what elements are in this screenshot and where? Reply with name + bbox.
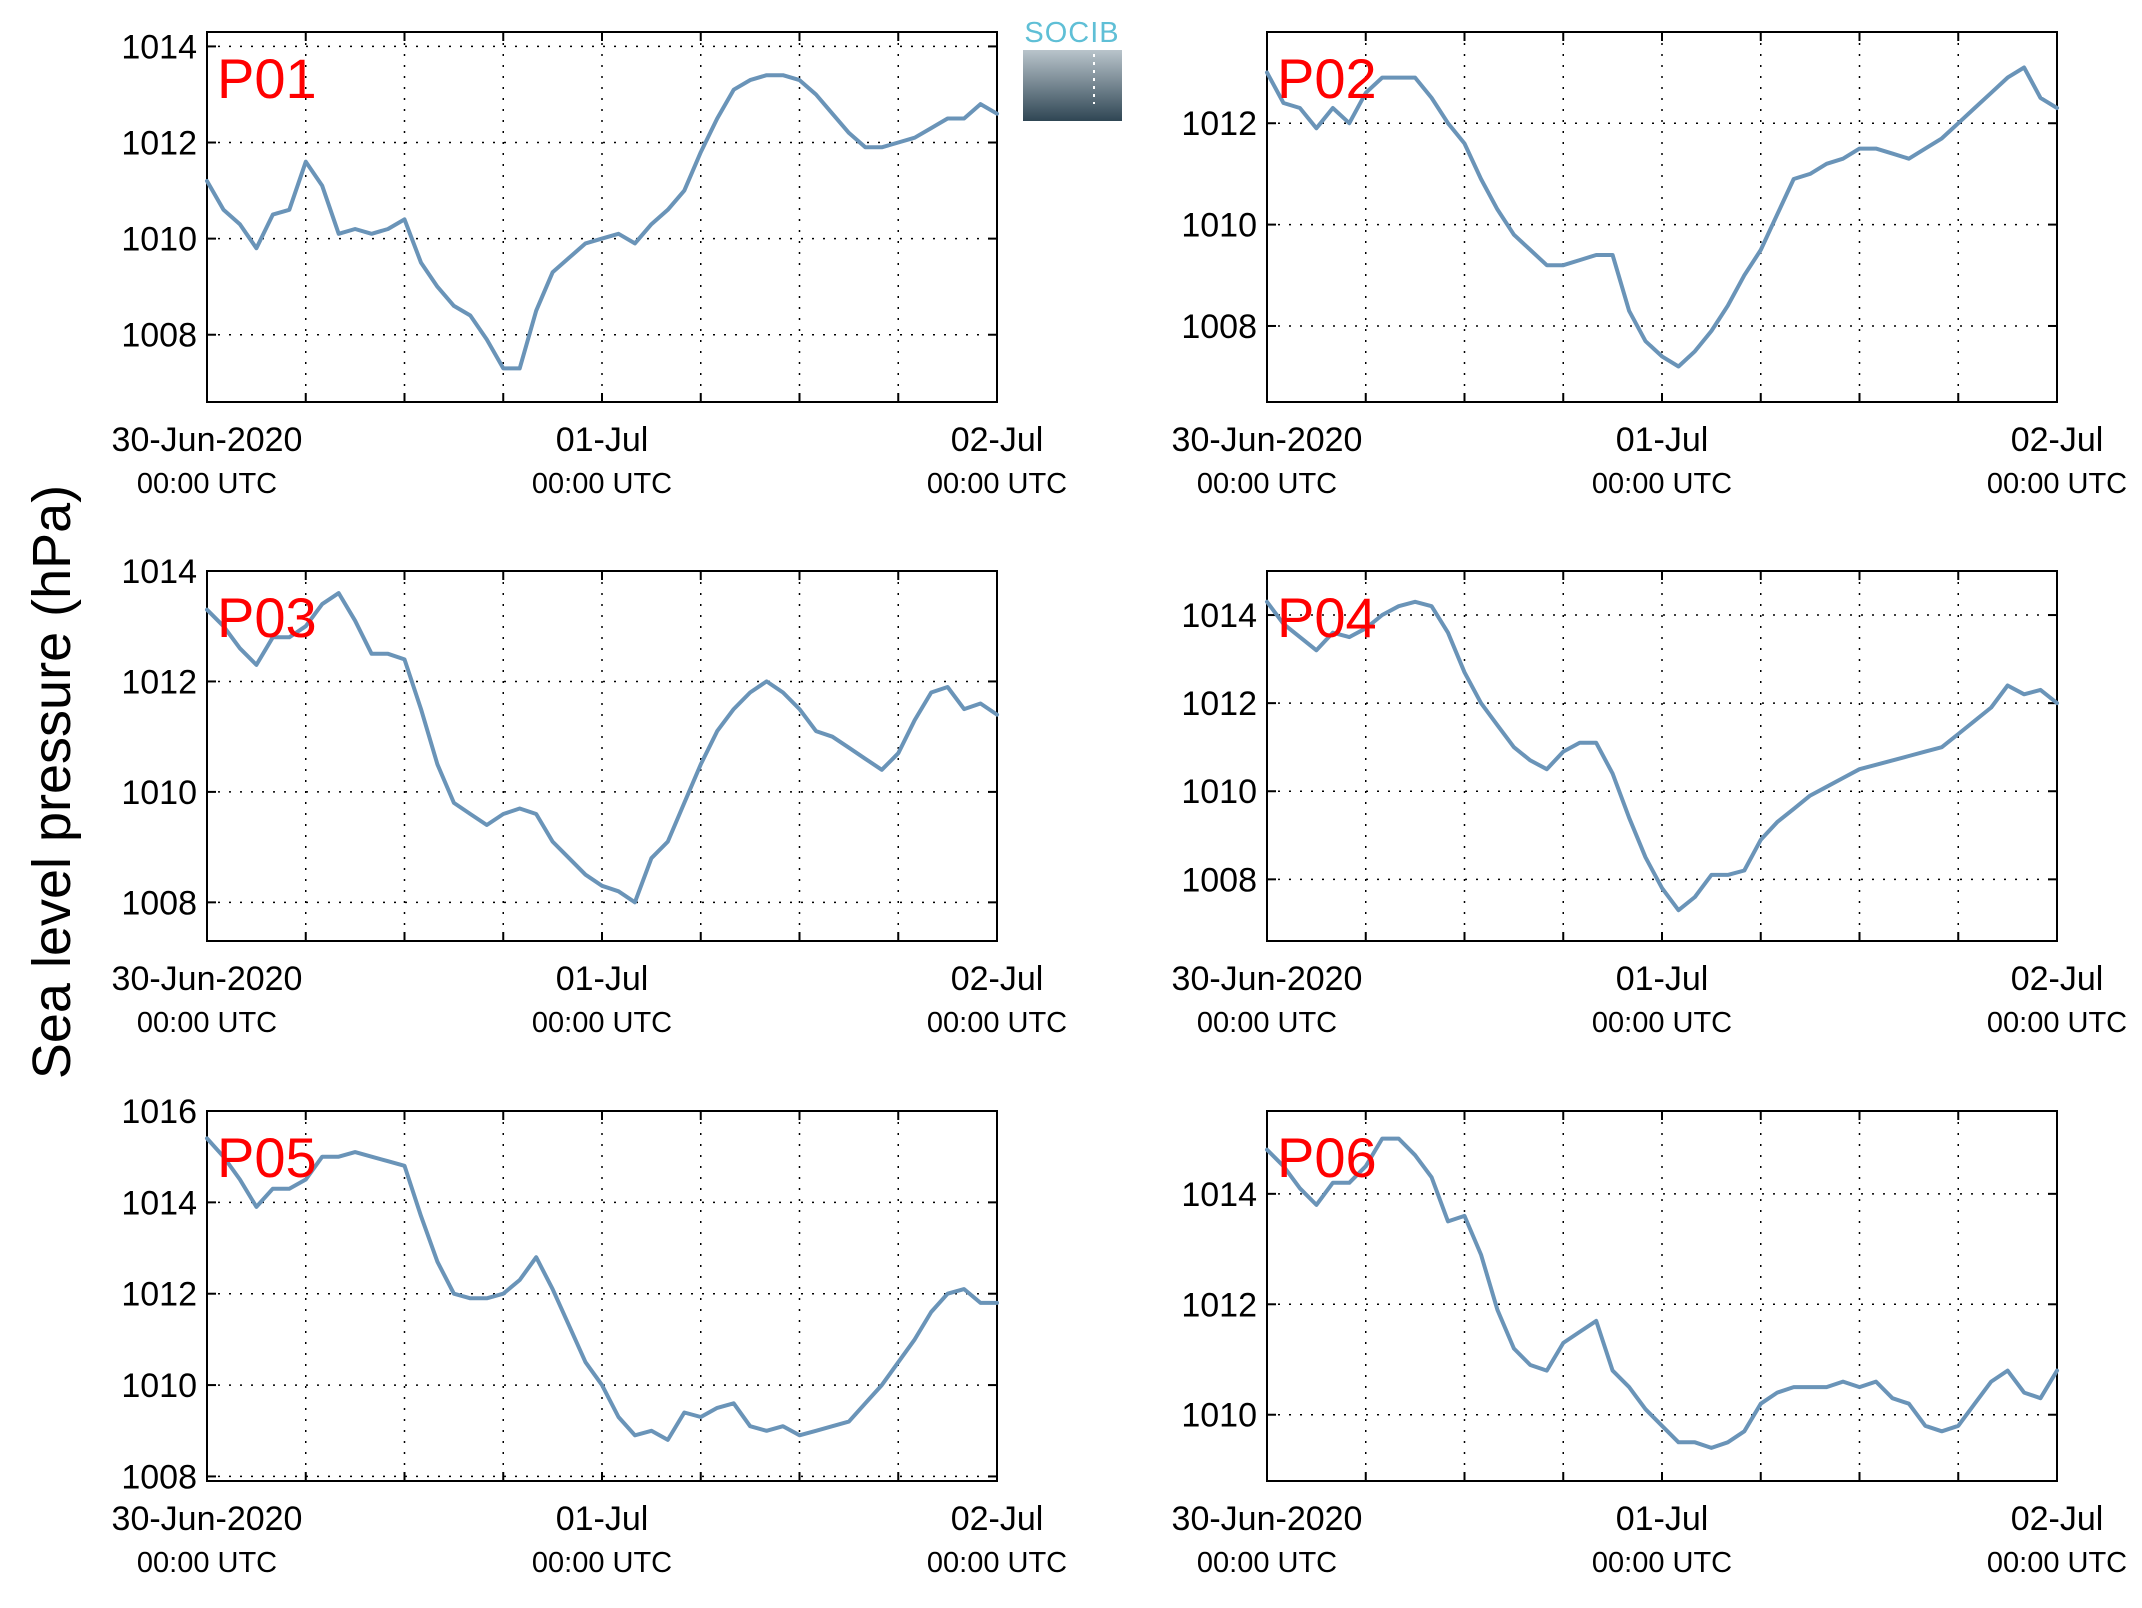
y-tick-label: 1010 <box>121 1367 197 1405</box>
x-tick-label: 01-Jul <box>556 960 649 998</box>
y-tick-label: 1010 <box>121 774 197 812</box>
y-tick-label: 1008 <box>121 1458 197 1496</box>
socib-logo: SOCIB <box>1023 17 1122 121</box>
y-tick-label: 1008 <box>121 317 197 355</box>
panel-tag: P03 <box>217 586 317 649</box>
y-tick-label: 1010 <box>1181 773 1257 811</box>
x-tick-sublabel: 00:00 UTC <box>927 1007 1067 1039</box>
x-tick-label: 02-Jul <box>2011 1500 2104 1538</box>
x-tick-label: 30-Jun-2020 <box>112 421 303 459</box>
x-tick-sublabel: 00:00 UTC <box>1592 1547 1732 1579</box>
series-line-p01 <box>205 73 999 371</box>
x-tick-label: 01-Jul <box>1616 960 1709 998</box>
x-tick-label: 02-Jul <box>951 421 1044 459</box>
x-tick-label: 02-Jul <box>2011 960 2104 998</box>
x-tick-label: 02-Jul <box>2011 421 2104 459</box>
panel-p03: 1008 1010 1012 1014 30-Jun-2020 00:00 UTC 01-J… <box>112 553 1068 1039</box>
y-tick-label: 1008 <box>1181 861 1257 899</box>
x-tick-label: 30-Jun-2020 <box>1172 1500 1363 1538</box>
x-tick-label: 01-Jul <box>1616 1500 1709 1538</box>
series-line-p02 <box>1265 65 2059 369</box>
x-tick-sublabel: 00:00 UTC <box>532 1007 672 1039</box>
panel-tag: P02 <box>1277 47 1377 110</box>
panel-p04: 1008 1010 1012 1014 30-Jun-2020 00:00 UTC 01-J… <box>1172 570 2127 1039</box>
x-tick-label: 02-Jul <box>951 960 1044 998</box>
y-tick-label: 1012 <box>121 125 197 163</box>
x-tick-label: 01-Jul <box>556 421 649 459</box>
panel-tag: P04 <box>1277 586 1377 649</box>
y-tick-label: 1012 <box>1181 105 1257 143</box>
x-tick-sublabel: 00:00 UTC <box>1987 1007 2127 1039</box>
panel-p05: 1008 1010 1012 1014 1016 30-Jun-2020 00:00 UTC… <box>112 1093 1068 1579</box>
panel-tag: P06 <box>1277 1126 1377 1189</box>
x-tick-sublabel: 00:00 UTC <box>1197 468 1337 500</box>
x-tick-sublabel: 00:00 UTC <box>1987 468 2127 500</box>
y-tick-label: 1008 <box>121 884 197 922</box>
y-tick-label: 1012 <box>1181 685 1257 723</box>
y-axis-label: Sea level pressure (hPa) <box>22 485 82 1079</box>
y-tick-label: 1016 <box>121 1093 197 1131</box>
y-tick-label: 1008 <box>1181 308 1257 346</box>
x-tick-sublabel: 00:00 UTC <box>1197 1547 1337 1579</box>
x-tick-sublabel: 00:00 UTC <box>927 1547 1067 1579</box>
y-tick-label: 1010 <box>1181 1397 1257 1435</box>
series-line-p04 <box>1265 599 2059 913</box>
x-tick-sublabel: 00:00 UTC <box>532 468 672 500</box>
panel-p01: 1008 1010 1012 1014 30-Jun-2020 00:00 UTC 01-J… <box>112 28 1068 500</box>
x-tick-sublabel: 00:00 UTC <box>1197 1007 1337 1039</box>
x-tick-sublabel: 00:00 UTC <box>532 1547 672 1579</box>
y-tick-label: 1010 <box>1181 207 1257 245</box>
panel-p06: 1010 1012 1014 30-Jun-2020 00:00 UTC 01-Jul 00… <box>1172 1110 2127 1579</box>
x-tick-label: 30-Jun-2020 <box>112 1500 303 1538</box>
y-tick-label: 1014 <box>121 28 197 66</box>
panel-tag: P01 <box>217 47 317 110</box>
x-tick-label: 30-Jun-2020 <box>1172 421 1363 459</box>
y-tick-label: 1012 <box>121 663 197 701</box>
panel-p02: 1008 1010 1012 30-Jun-2020 00:00 UTC 01-Jul 00… <box>1172 31 2127 500</box>
x-tick-sublabel: 00:00 UTC <box>137 1547 277 1579</box>
series-line-p05 <box>205 1136 999 1442</box>
x-tick-label: 02-Jul <box>951 1500 1044 1538</box>
y-tick-label: 1014 <box>121 1184 197 1222</box>
panel-tag: P05 <box>217 1126 317 1189</box>
logo-text: SOCIB <box>1024 17 1119 49</box>
x-tick-sublabel: 00:00 UTC <box>137 468 277 500</box>
x-tick-label: 01-Jul <box>1616 421 1709 459</box>
x-tick-sublabel: 00:00 UTC <box>1592 1007 1732 1039</box>
series-line-p03 <box>205 591 999 905</box>
x-tick-sublabel: 00:00 UTC <box>137 1007 277 1039</box>
x-tick-sublabel: 00:00 UTC <box>1987 1547 2127 1579</box>
y-tick-label: 1014 <box>1181 597 1257 635</box>
y-tick-label: 1014 <box>121 553 197 591</box>
x-tick-sublabel: 00:00 UTC <box>1592 468 1732 500</box>
x-tick-label: 30-Jun-2020 <box>112 960 303 998</box>
x-tick-label: 01-Jul <box>556 1500 649 1538</box>
x-tick-sublabel: 00:00 UTC <box>927 468 1067 500</box>
x-tick-label: 30-Jun-2020 <box>1172 960 1363 998</box>
y-tick-label: 1014 <box>1181 1176 1257 1214</box>
series-line-p06 <box>1265 1136 2059 1450</box>
y-tick-label: 1012 <box>1181 1286 1257 1324</box>
y-tick-label: 1012 <box>121 1276 197 1314</box>
y-tick-label: 1010 <box>121 221 197 259</box>
